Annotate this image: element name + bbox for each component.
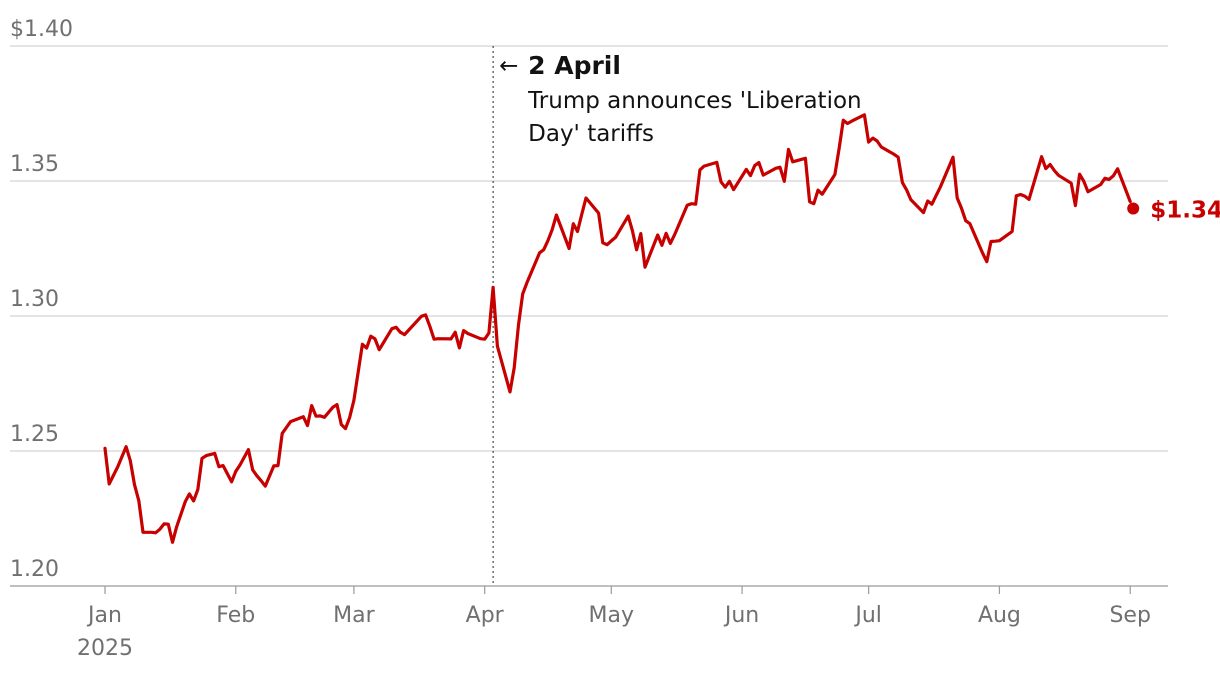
y-tick-label: 1.20 xyxy=(10,557,59,582)
annotation-text-line-2: Day' tariffs xyxy=(528,121,654,147)
x-tick-label: Apr xyxy=(466,603,505,628)
series-layer xyxy=(103,113,1132,544)
y-tick-label: 1.30 xyxy=(10,287,59,312)
x-tick-label: Feb xyxy=(216,603,255,628)
x-tick-label: May xyxy=(589,603,634,628)
x-tick-label: Mar xyxy=(333,603,375,628)
series-end-label: $1.34 xyxy=(1150,198,1220,224)
x-axis-ticks: Jan Feb Mar Apr May Jun Jul Aug Sep xyxy=(86,586,1151,628)
series-end-point xyxy=(1127,202,1140,215)
annotation: ← 2 April Trump announces 'Liberation Da… xyxy=(499,51,861,147)
x-tick-label: Jan xyxy=(86,603,122,628)
x-axis-year-label: 2025 xyxy=(77,636,133,661)
x-tick-label: Sep xyxy=(1109,603,1150,628)
annotation-arrow: ← xyxy=(499,53,518,79)
annotation-title: 2 April xyxy=(528,51,621,80)
y-tick-label: $1.40 xyxy=(10,17,73,42)
x-tick-label: Aug xyxy=(978,603,1021,628)
annotation-text-line-1: Trump announces 'Liberation xyxy=(527,88,861,114)
y-tick-label: 1.25 xyxy=(10,422,59,447)
series-line xyxy=(103,113,1132,544)
y-tick-label: 1.35 xyxy=(10,152,59,177)
y-axis-ticks: 1.20 1.25 1.30 1.35 $1.40 xyxy=(10,17,73,582)
x-tick-label: Jun xyxy=(723,603,759,628)
x-tick-label: Jul xyxy=(853,603,882,628)
gridlines xyxy=(10,45,1168,452)
